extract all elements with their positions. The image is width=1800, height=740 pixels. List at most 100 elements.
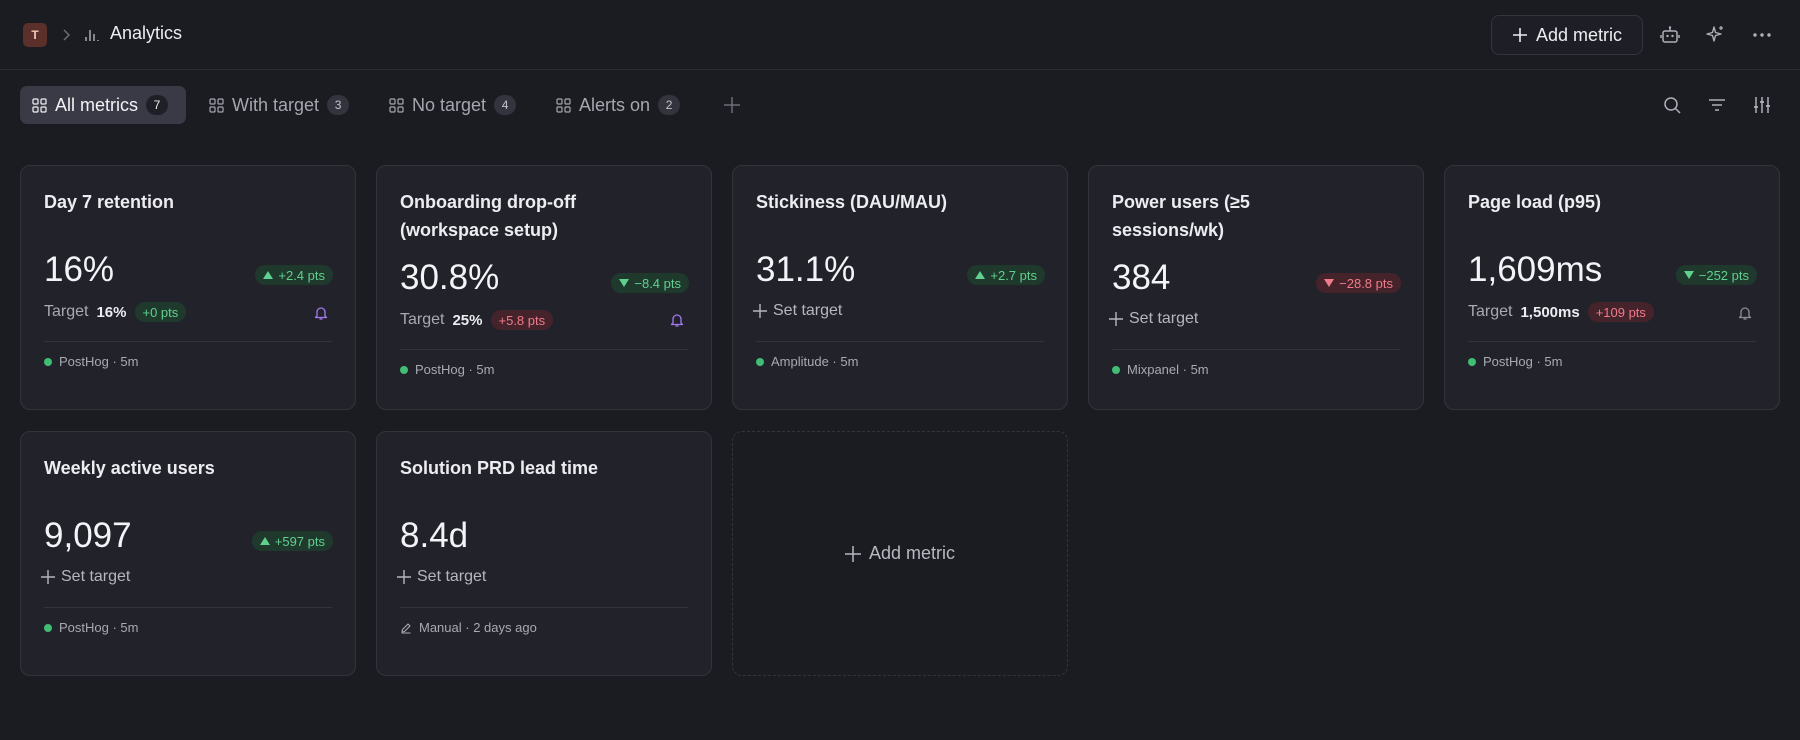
tab-count: 2 (658, 95, 681, 115)
metric-card[interactable]: Page load (p95) 1,609ms −252 pts Target … (1444, 165, 1780, 410)
tab-with-target[interactable]: With target 3 (197, 86, 361, 124)
tab-count: 3 (327, 95, 350, 115)
metric-title: Page load (p95) (1468, 192, 1602, 212)
metric-value: 1,609ms (1468, 250, 1603, 289)
grid-icon (389, 97, 404, 113)
target-label: Target (400, 311, 445, 328)
add-view-icon[interactable] (722, 95, 742, 115)
delta-badge: −252 pts (1675, 265, 1757, 285)
metric-card[interactable]: Weekly active users 9,097 +597 pts Set t… (20, 431, 356, 676)
source-row: PostHog · 5m (1468, 354, 1562, 369)
bot-icon[interactable] (1659, 24, 1681, 46)
plus-icon (844, 545, 861, 562)
metric-title: Stickiness (DAU/MAU) (756, 192, 948, 212)
divider (44, 341, 332, 342)
tab-no-target[interactable]: No target 4 (377, 86, 528, 124)
status-dot (44, 623, 52, 632)
metric-value: 30.8% (400, 258, 500, 297)
delta-badge: +2.4 pts (255, 265, 333, 285)
target-delta-badge: +109 pts (1587, 302, 1654, 322)
metric-value: 384 (1112, 258, 1171, 297)
metric-title: Onboarding drop-off (workspace setup) (400, 192, 576, 240)
tab-label: All metrics (55, 94, 139, 115)
more-icon[interactable] (1751, 24, 1773, 46)
divider (1112, 349, 1400, 350)
source-text: Mixpanel · 5m (1127, 362, 1209, 377)
set-target-label: Set target (773, 302, 843, 319)
add-metric-button[interactable]: Add metric (1491, 15, 1643, 55)
sparkles-icon[interactable] (1704, 24, 1726, 46)
bell-icon[interactable] (1737, 305, 1753, 321)
set-target-label: Set target (1129, 310, 1199, 327)
source-text: PostHog · 5m (1483, 354, 1563, 369)
grid-icon (32, 97, 47, 113)
target-value: 1,500ms (1520, 303, 1580, 321)
metric-card[interactable]: Stickiness (DAU/MAU) 31.1% +2.7 pts Set … (732, 165, 1068, 410)
bell-icon[interactable] (313, 305, 329, 321)
filter-icon[interactable] (1706, 94, 1728, 116)
metric-card[interactable]: Day 7 retention 16% +2.4 pts Target 16% … (20, 165, 356, 410)
divider (44, 607, 332, 608)
delta-badge: +597 pts (251, 531, 333, 551)
tab-all-metrics[interactable]: All metrics 7 (20, 86, 186, 124)
delta-text: −28.8 pts (1339, 275, 1393, 291)
metric-card[interactable]: Solution PRD lead time 8.4d Set target M… (376, 431, 712, 676)
delta-text: +597 pts (274, 533, 325, 549)
divider (756, 341, 1044, 342)
set-target-button[interactable]: Set target (397, 568, 486, 586)
add-metric-card-label: Add metric (868, 543, 956, 563)
trend-down-icon (1324, 279, 1335, 287)
metric-value: 8.4d (400, 516, 469, 555)
status-dot (1468, 357, 1476, 366)
trend-up-icon (975, 271, 986, 279)
status-dot (1112, 365, 1120, 374)
source-text: Manual · 2 days ago (419, 620, 537, 635)
trend-up-icon (259, 537, 270, 545)
plus-icon (753, 304, 767, 318)
target-label: Target (1468, 303, 1513, 320)
target-delta-badge: +0 pts (134, 302, 187, 322)
add-metric-card[interactable]: Add metric (732, 431, 1068, 676)
target-value: 25% (452, 311, 483, 329)
tab-count: 7 (146, 95, 169, 115)
metric-card[interactable]: Power users (≥5 sessions/wk) 384 −28.8 p… (1088, 165, 1424, 410)
metric-card[interactable]: Onboarding drop-off (workspace setup) 30… (376, 165, 712, 410)
delta-badge: −8.4 pts (611, 273, 689, 293)
source-row: PostHog · 5m (44, 354, 138, 369)
workspace-avatar[interactable]: T (23, 23, 47, 47)
search-icon[interactable] (1661, 94, 1683, 116)
plus-icon (397, 570, 411, 584)
target-delta-badge: +5.8 pts (490, 310, 554, 330)
trend-up-icon (263, 271, 274, 279)
source-text: PostHog · 5m (59, 620, 139, 635)
metric-title: Solution PRD lead time (400, 458, 599, 478)
source-text: PostHog · 5m (415, 362, 495, 377)
set-target-button[interactable]: Set target (1109, 310, 1198, 328)
divider (1468, 341, 1756, 342)
bell-icon[interactable] (669, 312, 685, 328)
tab-alerts-on[interactable]: Alerts on 2 (544, 86, 692, 124)
delta-text: −8.4 pts (634, 275, 681, 291)
metric-title: Day 7 retention (44, 192, 175, 212)
chevron-right-icon (63, 29, 71, 41)
delta-badge: +2.7 pts (967, 265, 1045, 285)
source-row: Amplitude · 5m (756, 354, 858, 369)
sliders-icon[interactable] (1751, 94, 1773, 116)
pencil-icon (401, 622, 411, 634)
trend-down-icon (1683, 271, 1694, 279)
status-dot (400, 365, 408, 374)
add-metric-label: Add metric (1535, 24, 1623, 45)
set-target-button[interactable]: Set target (753, 302, 842, 320)
top-bar: T Analytics Add metric (0, 0, 1800, 70)
grid-icon (556, 97, 571, 113)
set-target-button[interactable]: Set target (41, 568, 130, 586)
divider (400, 607, 688, 608)
trend-down-icon (619, 279, 630, 287)
bar-chart-icon (85, 30, 99, 41)
page-title: Analytics (110, 23, 183, 43)
metric-value: 9,097 (44, 516, 132, 555)
source-text: Amplitude · 5m (771, 354, 859, 369)
metric-title: Power users (≥5 sessions/wk) (1112, 192, 1250, 240)
source-row: PostHog · 5m (400, 362, 494, 377)
status-dot (44, 357, 52, 366)
